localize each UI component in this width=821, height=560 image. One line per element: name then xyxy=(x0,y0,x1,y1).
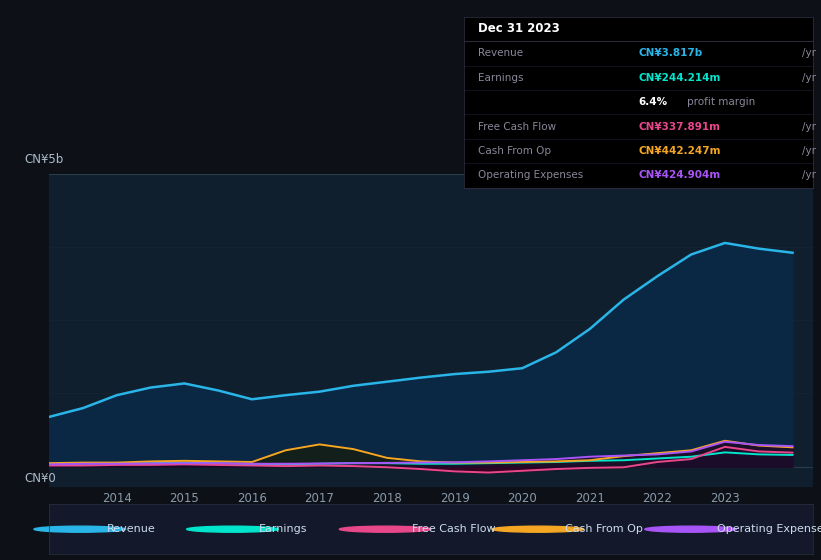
Text: /yr: /yr xyxy=(802,170,816,180)
Text: CN¥424.904m: CN¥424.904m xyxy=(639,170,721,180)
Text: Free Cash Flow: Free Cash Flow xyxy=(412,524,496,534)
Text: Dec 31 2023: Dec 31 2023 xyxy=(478,22,560,35)
Text: profit margin: profit margin xyxy=(687,97,755,107)
Text: CN¥442.247m: CN¥442.247m xyxy=(639,146,721,156)
Text: Operating Expenses: Operating Expenses xyxy=(478,170,583,180)
Text: CN¥337.891m: CN¥337.891m xyxy=(639,122,720,132)
Text: Cash From Op: Cash From Op xyxy=(565,524,643,534)
Text: CN¥3.817b: CN¥3.817b xyxy=(639,48,703,58)
Text: Operating Expenses: Operating Expenses xyxy=(718,524,821,534)
Text: 6.4%: 6.4% xyxy=(639,97,667,107)
Text: /yr: /yr xyxy=(802,73,816,83)
Circle shape xyxy=(34,526,126,532)
Text: Cash From Op: Cash From Op xyxy=(478,146,551,156)
Text: Earnings: Earnings xyxy=(259,524,308,534)
Text: CN¥0: CN¥0 xyxy=(25,472,57,486)
Circle shape xyxy=(492,526,584,532)
Circle shape xyxy=(644,526,736,532)
Text: /yr: /yr xyxy=(802,122,816,132)
Text: Revenue: Revenue xyxy=(107,524,155,534)
Text: Earnings: Earnings xyxy=(478,73,523,83)
Text: /yr: /yr xyxy=(802,48,816,58)
Text: Free Cash Flow: Free Cash Flow xyxy=(478,122,556,132)
Text: Revenue: Revenue xyxy=(478,48,523,58)
Text: /yr: /yr xyxy=(802,146,816,156)
Text: CN¥5b: CN¥5b xyxy=(25,153,64,166)
Text: CN¥244.214m: CN¥244.214m xyxy=(639,73,721,83)
Circle shape xyxy=(339,526,431,532)
Circle shape xyxy=(186,526,278,532)
